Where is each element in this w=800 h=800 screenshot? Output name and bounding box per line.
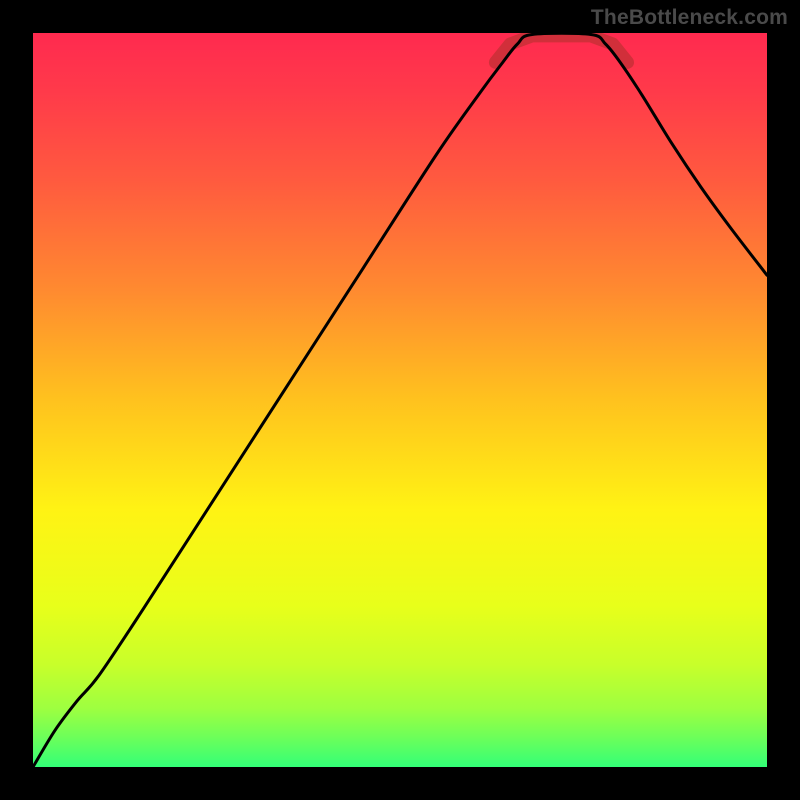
bottleneck-curve-chart: [33, 33, 767, 767]
gradient-background: [33, 33, 767, 767]
chart-frame: TheBottleneck.com: [0, 0, 800, 800]
watermark-text: TheBottleneck.com: [591, 6, 788, 30]
